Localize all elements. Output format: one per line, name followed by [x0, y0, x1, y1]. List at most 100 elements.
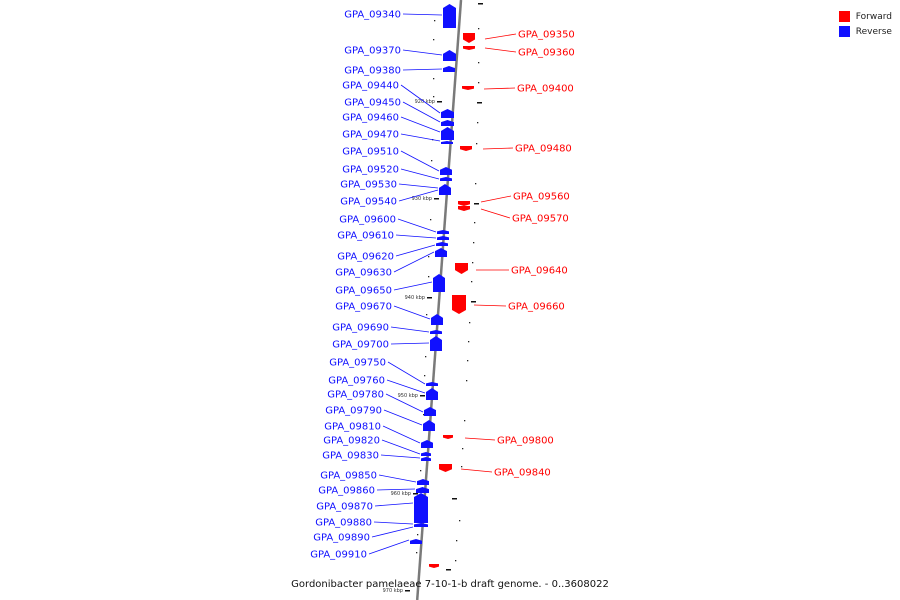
tick-dot [471, 281, 473, 283]
reverse-gene-label: GPA_09460 [342, 113, 399, 124]
forward-leader-line [460, 468, 493, 473]
scale-label: 970 kbp [383, 588, 403, 594]
tick-dot [433, 96, 435, 98]
reverse-leader-line [385, 393, 424, 413]
reverse-gene-label: GPA_09860 [318, 486, 375, 497]
reverse-gene-label: GPA_09630 [335, 268, 392, 279]
reverse-gene-glyph [430, 330, 442, 334]
reverse-gene-label: GPA_09370 [344, 46, 401, 57]
legend-forward: Forward [838, 9, 892, 24]
tick-dot [426, 314, 428, 316]
reverse-leader-line [378, 474, 417, 483]
reverse-gene-label: GPA_09890 [313, 533, 370, 544]
reverse-leader-line [381, 439, 421, 455]
reverse-gene-label: GPA_09910 [310, 550, 367, 561]
forward-leader-line [473, 304, 507, 307]
reverse-gene-glyph [431, 314, 443, 325]
reverse-leader-line [400, 84, 441, 114]
tick-dot [425, 356, 427, 358]
reverse-gene-label: GPA_09600 [339, 215, 396, 226]
reverse-leader-line [380, 454, 421, 459]
reverse-gene-glyph [441, 109, 454, 118]
reverse-gene-label: GPA_09530 [340, 180, 397, 191]
scale-dash [437, 101, 442, 103]
reverse-gene-label: GPA_09620 [337, 252, 394, 263]
tick-dash [478, 3, 483, 5]
reverse-leader-line [397, 218, 437, 233]
reverse-gene-glyph [437, 230, 449, 234]
forward-gene-glyph [429, 564, 439, 568]
reverse-gene-glyph [436, 242, 448, 246]
gene-labels: GPA_09340 GPA_09370 GPA_09380 GPA_09440 GPA_… [310, 10, 575, 561]
reverse-leader-line [395, 244, 436, 257]
forward-leader-line [480, 195, 512, 203]
reverse-leader-line [400, 168, 440, 180]
reverse-leader-line [393, 281, 433, 291]
reverse-gene-glyph [443, 66, 455, 72]
tick-dot [456, 540, 458, 542]
reverse-leader-line [368, 539, 410, 555]
reverse-gene-label: GPA_09340 [344, 10, 401, 21]
forward-leader-line [480, 208, 511, 219]
scale-dash [434, 198, 439, 200]
tick-dot [464, 420, 466, 422]
forward-gene-label: GPA_09400 [517, 84, 574, 95]
reverse-gene-glyph [443, 4, 456, 28]
reverse-gene-label: GPA_09610 [337, 231, 394, 242]
legend-forward-swatch [838, 11, 850, 22]
forward-gene-glyph [443, 435, 453, 439]
forward-gene-glyph [452, 295, 466, 314]
reverse-gene-glyph [433, 274, 445, 292]
reverse-gene-glyph [441, 127, 454, 140]
scale-dash [420, 395, 425, 397]
tick-dot [467, 360, 469, 362]
scale-label: 960 kbp [391, 491, 411, 497]
reverse-leader-line [387, 361, 426, 385]
reverse-gene-glyph [441, 141, 453, 144]
tick-dash [446, 569, 451, 571]
reverse-gene-glyph [414, 523, 428, 527]
reverse-gene-label: GPA_09540 [340, 197, 397, 208]
reverse-gene-label: GPA_09870 [316, 502, 373, 513]
tick-dash [452, 498, 457, 500]
reverse-gene-label: GPA_09520 [342, 165, 399, 176]
reverse-gene-label: GPA_09760 [328, 376, 385, 387]
tick-dot [466, 380, 468, 382]
reverse-leader-line [395, 234, 437, 239]
forward-gene-label: GPA_09480 [515, 144, 572, 155]
reverse-gene-label: GPA_09820 [323, 436, 380, 447]
reverse-gene-label: GPA_09830 [322, 451, 379, 462]
tick-dot [478, 62, 480, 64]
scale-label: 950 kbp [398, 393, 418, 399]
forward-gene-glyph [455, 263, 468, 274]
reverse-gene-glyph [440, 177, 452, 181]
reverse-gene-glyph [426, 382, 438, 386]
reverse-leader-line [390, 326, 430, 333]
tick-dash [471, 301, 476, 303]
reverse-leader-line [386, 379, 426, 394]
legend: Forward Reverse [838, 9, 892, 39]
tick-dot [430, 219, 432, 221]
tick-dot [423, 414, 425, 416]
legend-reverse-swatch [838, 26, 850, 37]
forward-leader-line [483, 87, 516, 90]
reverse-gene-label: GPA_09650 [335, 286, 392, 297]
reverse-gene-glyph [426, 388, 438, 400]
forward-gene-glyph [463, 33, 475, 43]
forward-gene-label: GPA_09800 [497, 436, 554, 447]
tick-dot [474, 222, 476, 224]
tick-dot [428, 256, 430, 258]
forward-leader-line [464, 437, 496, 441]
tick-dot [433, 78, 435, 80]
reverse-gene-label: GPA_09380 [344, 66, 401, 77]
tick-dot [475, 183, 477, 185]
tick-dot [462, 448, 464, 450]
scale-dash [427, 297, 432, 299]
tick-dash [474, 203, 479, 205]
reverse-gene-label: GPA_09750 [329, 358, 386, 369]
reverse-gene-glyph [421, 452, 431, 456]
legend-forward-label: Forward [855, 11, 892, 22]
reverse-leader-line [390, 342, 430, 345]
tick-dot [417, 534, 419, 536]
